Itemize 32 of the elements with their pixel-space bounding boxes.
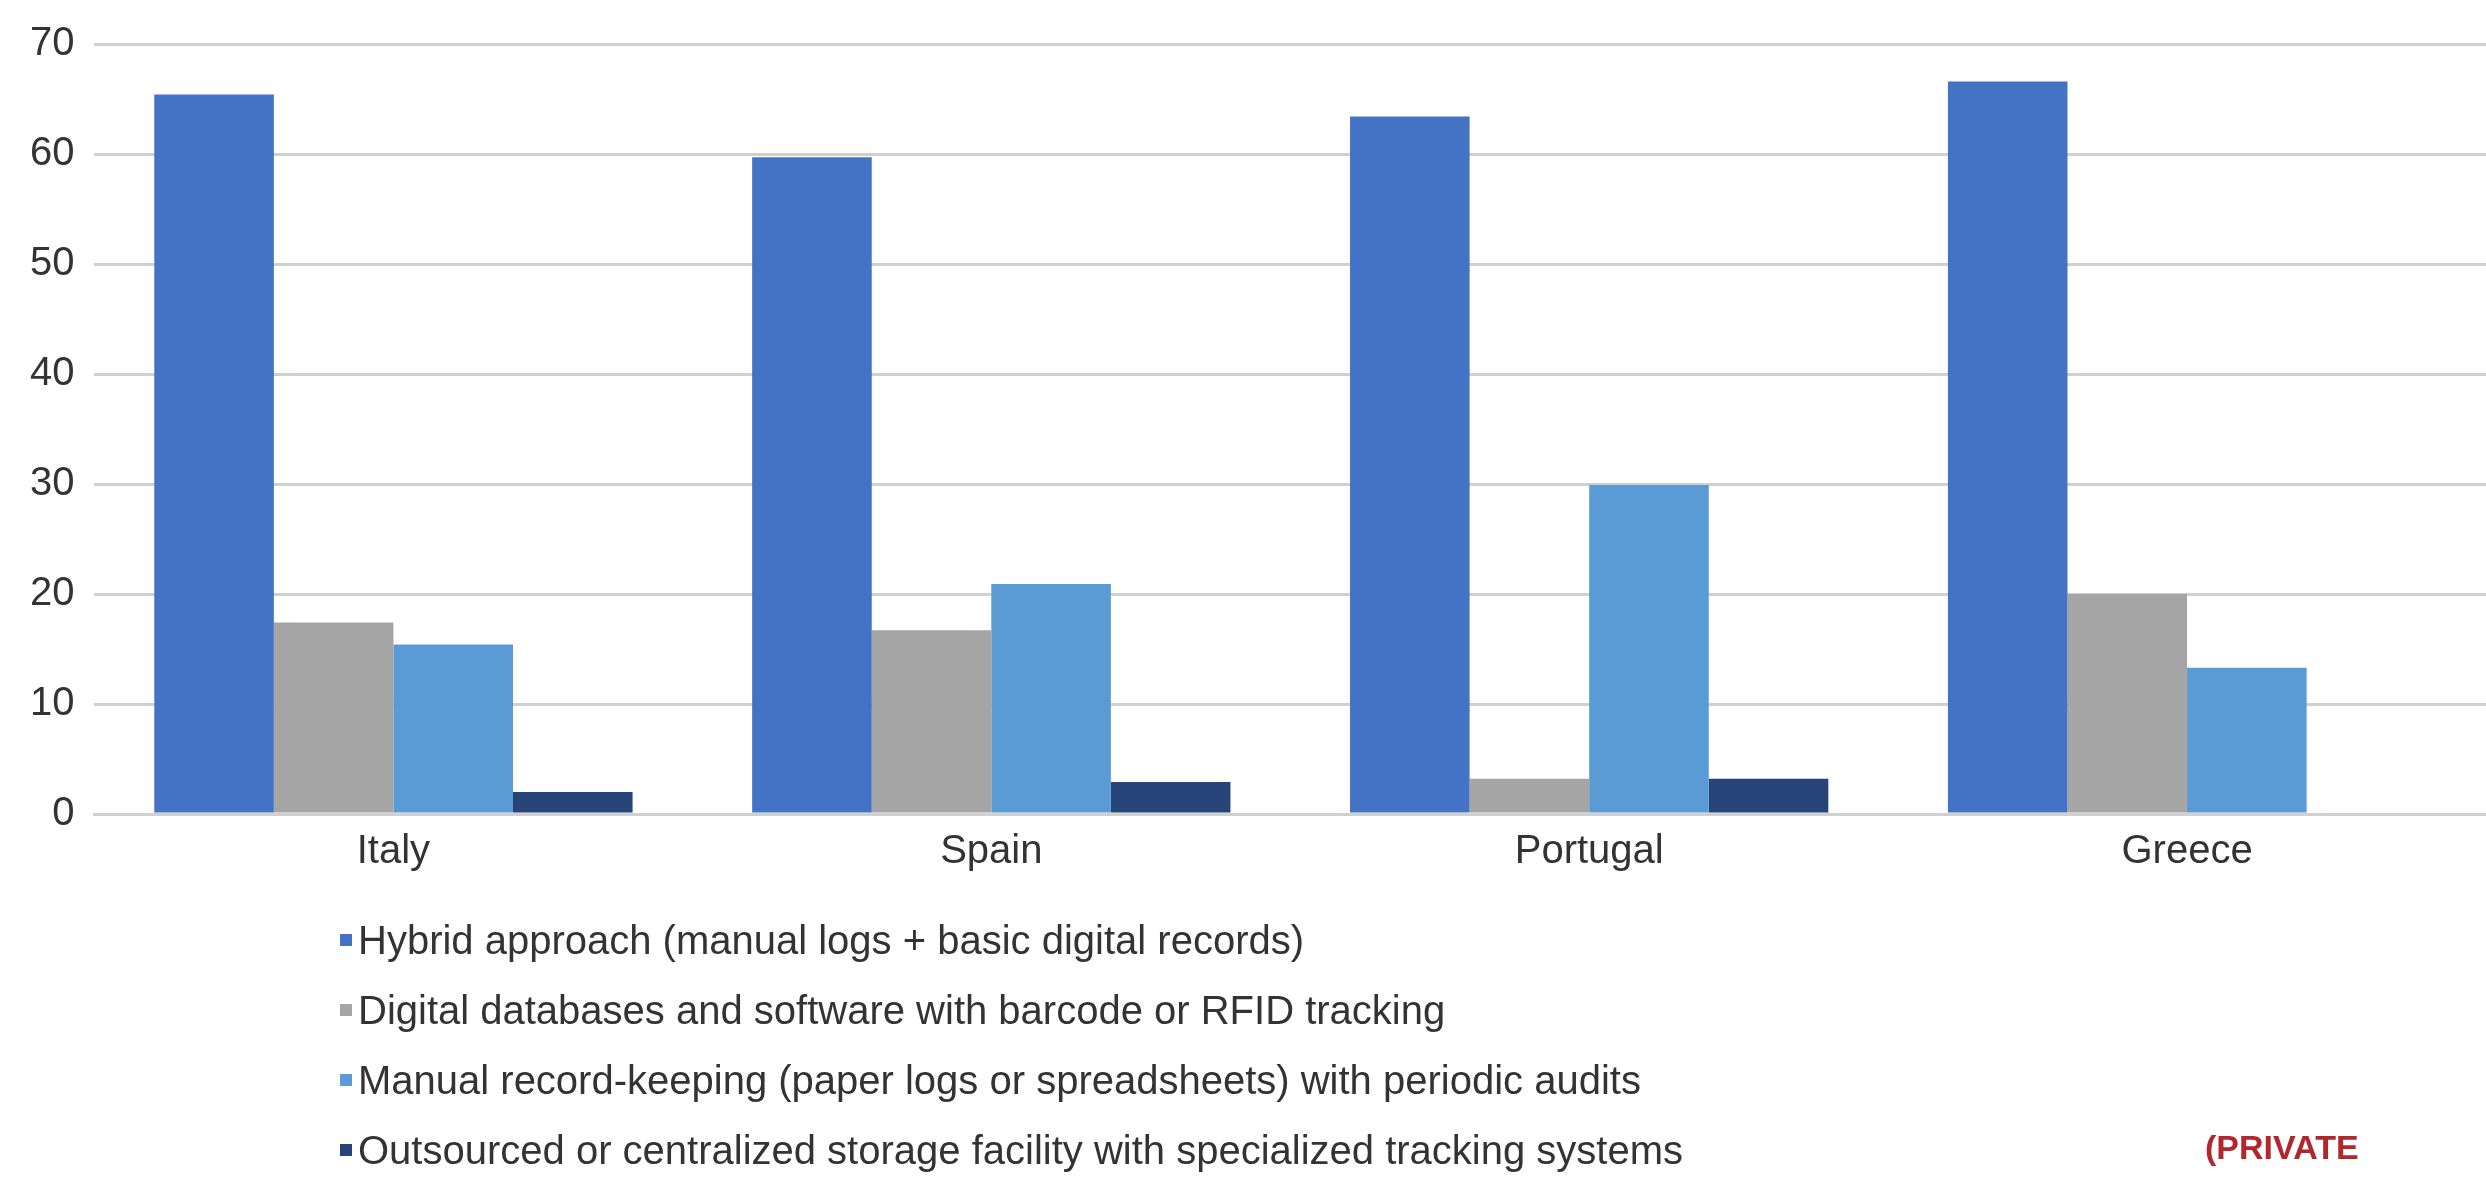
legend-label: Digital databases and software with barcode or RFID tracking: [358, 987, 1446, 1033]
legend-label: Outsourced or centralized storage facility with specialized tracking systems: [358, 1127, 1683, 1173]
bar: [752, 157, 872, 813]
y-tick-label: 20: [29, 569, 75, 614]
x-tick-label: Italy: [356, 827, 431, 872]
bar: [2067, 594, 2188, 813]
y-tick-label: 10: [29, 679, 75, 724]
bar: [1469, 778, 1590, 813]
bar: [991, 584, 1111, 813]
bar: [513, 792, 633, 813]
y-tick-label: 60: [29, 129, 75, 174]
bar: [1350, 116, 1470, 813]
text: (PRIVATE: [2205, 1128, 2359, 1167]
y-tick-label: 50: [29, 239, 75, 284]
x-tick-label: Spain: [940, 827, 1043, 872]
y-tick-label: 0: [52, 789, 75, 834]
bar: [1947, 81, 2068, 813]
bar: [1110, 782, 1231, 813]
x-tick-label: Portugal: [1514, 827, 1664, 872]
bar: [1708, 778, 1829, 813]
bar: [871, 630, 992, 813]
bar: [1589, 485, 1709, 813]
y-tick-label: 30: [29, 459, 75, 504]
y-tick-label: 70: [29, 19, 75, 64]
bar: [154, 94, 274, 813]
bar: [393, 644, 514, 813]
bar: [273, 622, 394, 813]
x-tick-label: Greece: [2121, 827, 2253, 872]
legend-label: Hybrid approach (manual logs + basic digital records): [358, 917, 1305, 963]
legend-label: Manual record-keeping (paper logs or spreadsheets) with periodic audits: [358, 1057, 1641, 1103]
bar: [2187, 667, 2307, 813]
y-tick-label: 40: [29, 349, 75, 394]
